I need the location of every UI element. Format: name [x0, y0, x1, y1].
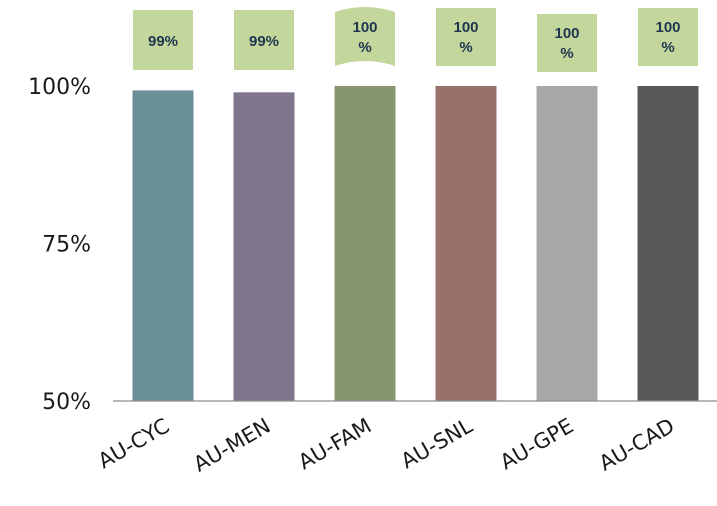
data-label-box: [436, 8, 496, 66]
x-tick-label: AU-CYC: [94, 414, 174, 474]
bar: [637, 86, 699, 401]
data-label: 100%: [537, 14, 597, 72]
bar: [536, 86, 598, 401]
bar: [233, 92, 295, 402]
data-label-box: [638, 8, 698, 66]
data-label: 99%: [133, 10, 193, 70]
y-tick-label: 50%: [42, 390, 91, 415]
data-label: 99%: [234, 10, 294, 70]
data-label-text: 100%: [655, 19, 680, 56]
data-label: 100%: [436, 8, 496, 66]
data-label-box: [537, 14, 597, 72]
bar: [435, 86, 497, 401]
y-axis-ticks: 50% 75% 100%: [28, 75, 91, 415]
x-tick-label: AU-FAM: [294, 414, 375, 475]
data-label-text: 99%: [148, 33, 178, 50]
bar: [132, 90, 194, 401]
bar: [334, 86, 396, 401]
data-label-box: [234, 10, 294, 70]
data-label-box: [335, 7, 395, 66]
data-labels: 99% 99% 100 % 100 % 100 % 100%: [133, 7, 698, 72]
data-label-text: 99%: [249, 33, 279, 50]
x-tick-label: AU-CAD: [595, 414, 678, 476]
data-label-box: [133, 10, 193, 70]
x-axis-ticks: AU-CYC AU-MEN AU-FAM AU-SNL AU-GPE AU-CAD: [94, 413, 679, 476]
data-label-text: 100%: [352, 19, 377, 56]
data-label-text: 100%: [453, 19, 478, 56]
y-tick-label: 100%: [28, 75, 91, 100]
x-tick-label: AU-SNL: [397, 413, 477, 473]
data-label: 100%: [638, 8, 698, 66]
y-tick-label: 75%: [42, 233, 91, 258]
x-tick-label: AU-GPE: [496, 414, 578, 475]
data-label: 100%: [335, 7, 395, 66]
x-tick-label: AU-MEN: [189, 414, 274, 477]
bars: [132, 86, 699, 402]
data-label-text: 100%: [554, 25, 579, 62]
